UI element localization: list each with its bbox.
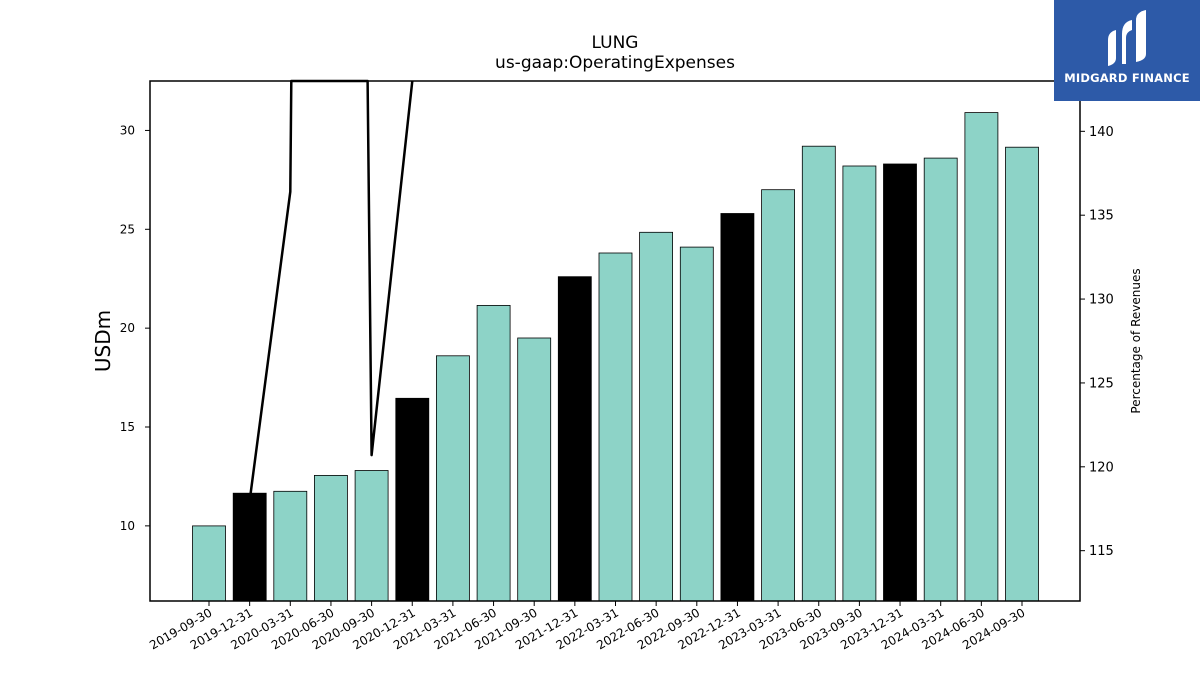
bar-2020-12-31 xyxy=(395,397,430,602)
bar-2023-03-31 xyxy=(761,189,795,602)
y-right-tick-label: 135 xyxy=(1089,209,1114,224)
bar-2020-03-31 xyxy=(273,490,308,602)
y-left-tick-label: 25 xyxy=(120,222,135,236)
bar-2021-06-30 xyxy=(476,304,511,602)
y-right-tick-label: 125 xyxy=(1089,376,1114,391)
bar-2023-06-30 xyxy=(801,145,836,602)
bar-2020-06-30 xyxy=(313,474,348,602)
bar-group xyxy=(192,112,1039,602)
x-axis: 2019-09-302019-12-312020-03-312020-06-30… xyxy=(147,601,1028,652)
chart-subtitle: us-gaap:OperatingExpenses xyxy=(495,53,735,73)
bar-2023-09-30 xyxy=(842,165,877,602)
y-axis-right: 115 120 125 130 135 140 xyxy=(1080,125,1114,559)
bar-2020-09-30 xyxy=(354,470,389,602)
bar-2019-09-30 xyxy=(192,525,226,602)
y-left-tick-label: 15 xyxy=(120,420,135,434)
y-left-tick-label: 30 xyxy=(120,123,135,137)
bar-2021-12-31 xyxy=(557,276,592,602)
bar-2024-03-31 xyxy=(923,157,958,602)
bar-2024-09-30 xyxy=(1005,146,1039,602)
bar-2021-09-30 xyxy=(517,337,552,602)
y-right-tick-label: 115 xyxy=(1089,544,1114,559)
bar-2021-03-31 xyxy=(435,355,470,602)
bar-2024-06-30 xyxy=(964,112,999,602)
line-group xyxy=(248,79,414,501)
brand-logo: MIDGARD FINANCE xyxy=(1054,0,1200,101)
y-right-tick-label: 120 xyxy=(1089,460,1114,475)
bar-2022-06-30 xyxy=(639,231,673,602)
logo-text: MIDGARD FINANCE xyxy=(1064,71,1190,85)
bar-2023-12-31 xyxy=(883,163,917,602)
bar-2022-12-31 xyxy=(720,213,755,602)
bar-2019-12-31 xyxy=(232,492,267,602)
y-right-tick-label: 140 xyxy=(1089,125,1114,140)
y-left-tick-label: 20 xyxy=(120,321,135,335)
logo-mark-icon xyxy=(1108,10,1146,66)
y-left-tick-label: 10 xyxy=(120,519,135,533)
expense-ratio-line xyxy=(248,79,414,501)
bar-2022-09-30 xyxy=(679,246,714,602)
y-axis-left-label: USDm xyxy=(91,310,115,372)
y-axis-left: 10 15 20 25 30 xyxy=(120,123,150,533)
y-right-tick-label: 130 xyxy=(1089,293,1114,308)
chart-title: LUNG xyxy=(592,33,639,53)
y-axis-right-label: Percentage of Revenues xyxy=(1129,268,1143,413)
bar-2022-03-31 xyxy=(598,252,633,602)
